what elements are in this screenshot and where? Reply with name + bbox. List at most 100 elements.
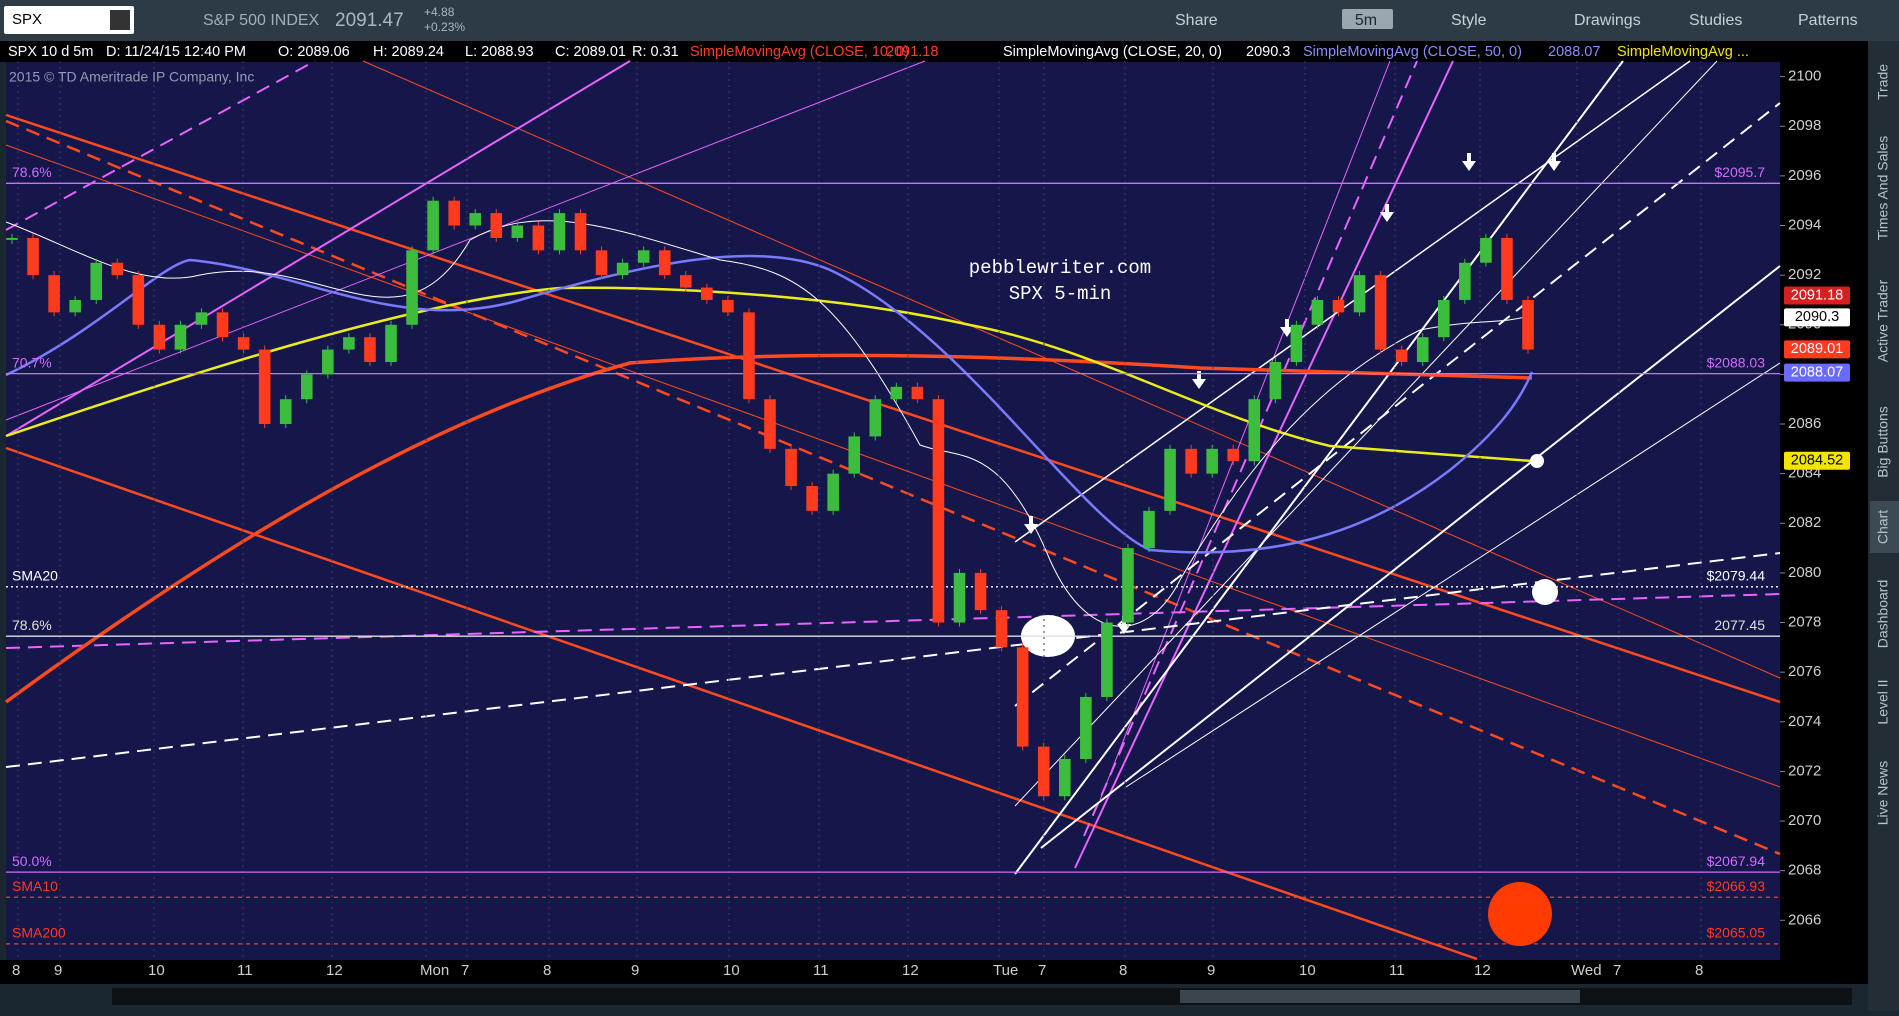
- candle: [153, 324, 166, 350]
- sidebar-tab[interactable]: Live News: [1875, 761, 1891, 826]
- price-axis: [1780, 62, 1868, 960]
- x-tick-label: 9: [1207, 962, 1215, 979]
- x-tick-label: 7: [1038, 962, 1046, 979]
- trendline: [1014, 60, 1718, 807]
- candle: [343, 337, 355, 350]
- scroll-thumb[interactable]: [1180, 990, 1580, 1003]
- x-tick-label: Tue: [993, 962, 1018, 979]
- x-tick-label: Wed: [1571, 962, 1602, 979]
- annotation: SPX 5-min: [1009, 283, 1112, 305]
- price-badge-label: 2088.07: [1791, 364, 1843, 380]
- level-label: $2088.03: [1707, 354, 1766, 370]
- candle: [364, 337, 376, 362]
- info-item: 2088.07: [1548, 44, 1600, 60]
- sidebar-tab[interactable]: Big Buttons: [1875, 406, 1891, 478]
- candle: [1522, 299, 1534, 350]
- moving-average: [4, 353, 1533, 704]
- candle: [1037, 746, 1050, 797]
- info-item: D: 11/24/15 12:40 PM: [106, 44, 246, 60]
- candle: [1269, 361, 1282, 400]
- trendline: [5, 144, 1781, 788]
- candle: [90, 262, 103, 300]
- level-name: 78.6%: [12, 617, 52, 633]
- info-item: O: 2089.06: [278, 44, 350, 60]
- interval-box: [1342, 9, 1393, 29]
- toolbar-button[interactable]: Patterns: [1798, 12, 1858, 29]
- candle: [974, 572, 987, 611]
- trendline: [1099, 60, 1391, 801]
- toolbar-button[interactable]: Style: [1451, 12, 1487, 29]
- moving-average: [5, 286, 1533, 463]
- candle: [69, 299, 81, 313]
- candle: [1248, 399, 1261, 462]
- x-tick-label: 8: [12, 962, 20, 979]
- last-price: 2091.47: [335, 10, 404, 31]
- candle: [1206, 448, 1218, 474]
- arrow: [1547, 153, 1561, 171]
- description: S&P 500 INDEX: [203, 12, 320, 29]
- x-tick-label: 9: [54, 962, 62, 979]
- time-axis: [0, 960, 1868, 984]
- trendline: [5, 60, 926, 421]
- x-tick-label: 8: [1119, 962, 1127, 979]
- price-badge: [1784, 363, 1850, 382]
- toolbar-button[interactable]: Studies: [1689, 12, 1742, 29]
- level-name: 50.0%: [12, 853, 52, 869]
- price-badge: [1784, 286, 1850, 305]
- y-tick-label: 2080: [1788, 564, 1821, 581]
- y-tick-label: 2098: [1788, 117, 1821, 134]
- candle: [953, 572, 966, 623]
- y-tick-label: 2074: [1788, 713, 1821, 730]
- candle: [658, 250, 671, 276]
- y-tick-label: 2070: [1788, 812, 1821, 829]
- change: +4.88: [424, 5, 455, 19]
- trendline: [1014, 102, 1781, 707]
- price-badge: [1784, 308, 1850, 327]
- candle: [427, 200, 439, 251]
- y-tick-label: 2100: [1788, 68, 1821, 85]
- sidebar-tab[interactable]: Level II: [1875, 679, 1891, 724]
- arrows: [1024, 153, 1561, 634]
- toolbar-button[interactable]: Share: [1175, 12, 1218, 29]
- x-tick-label: 10: [723, 962, 740, 979]
- arrow: [1192, 371, 1206, 389]
- trendline: [1074, 60, 1454, 869]
- candle: [1480, 237, 1492, 263]
- moving-average: [5, 220, 1533, 627]
- sidebar-tab[interactable]: Dashboard: [1875, 580, 1891, 649]
- toolbar-button[interactable]: Drawings: [1574, 12, 1641, 29]
- arrow: [1117, 616, 1131, 634]
- toolbar: [0, 0, 1899, 41]
- x-tick-label: 10: [1299, 962, 1316, 979]
- candle: [637, 250, 650, 263]
- sidebar-tab[interactable]: Chart: [1875, 510, 1891, 544]
- symbol-dropdown[interactable]: [110, 10, 130, 30]
- x-tick-label: 9: [631, 962, 639, 979]
- candle: [1058, 759, 1071, 797]
- info-item: R: 0.31: [632, 44, 679, 60]
- y-tick-label: 2086: [1788, 415, 1821, 432]
- x-tick-label: 11: [1389, 962, 1405, 979]
- level-label: $2079.44: [1707, 568, 1766, 584]
- candle: [1290, 324, 1303, 362]
- candle: [195, 312, 208, 325]
- candle: [237, 337, 250, 350]
- price-badge-label: 2089.01: [1791, 341, 1843, 357]
- level-label: $2066.93: [1707, 878, 1766, 894]
- info-item: SPX 10 d 5m: [8, 44, 93, 60]
- toolbar-button[interactable]: 5m: [1355, 12, 1377, 29]
- candle: [300, 374, 313, 400]
- candle: [890, 386, 903, 400]
- y-tick-label: 2096: [1788, 167, 1821, 184]
- candle: [869, 399, 882, 437]
- sidebar-tab[interactable]: Active Trader: [1875, 279, 1891, 362]
- candle: [701, 287, 713, 300]
- scrollbar[interactable]: [112, 988, 1852, 1005]
- candle: [490, 213, 503, 238]
- trendline: [362, 60, 1781, 679]
- candle: [595, 250, 608, 276]
- symbol-box[interactable]: [4, 6, 134, 34]
- info-bar: [0, 41, 1868, 62]
- sidebar-tab[interactable]: Times And Sales: [1875, 136, 1891, 241]
- sidebar-tab[interactable]: Trade: [1875, 64, 1891, 100]
